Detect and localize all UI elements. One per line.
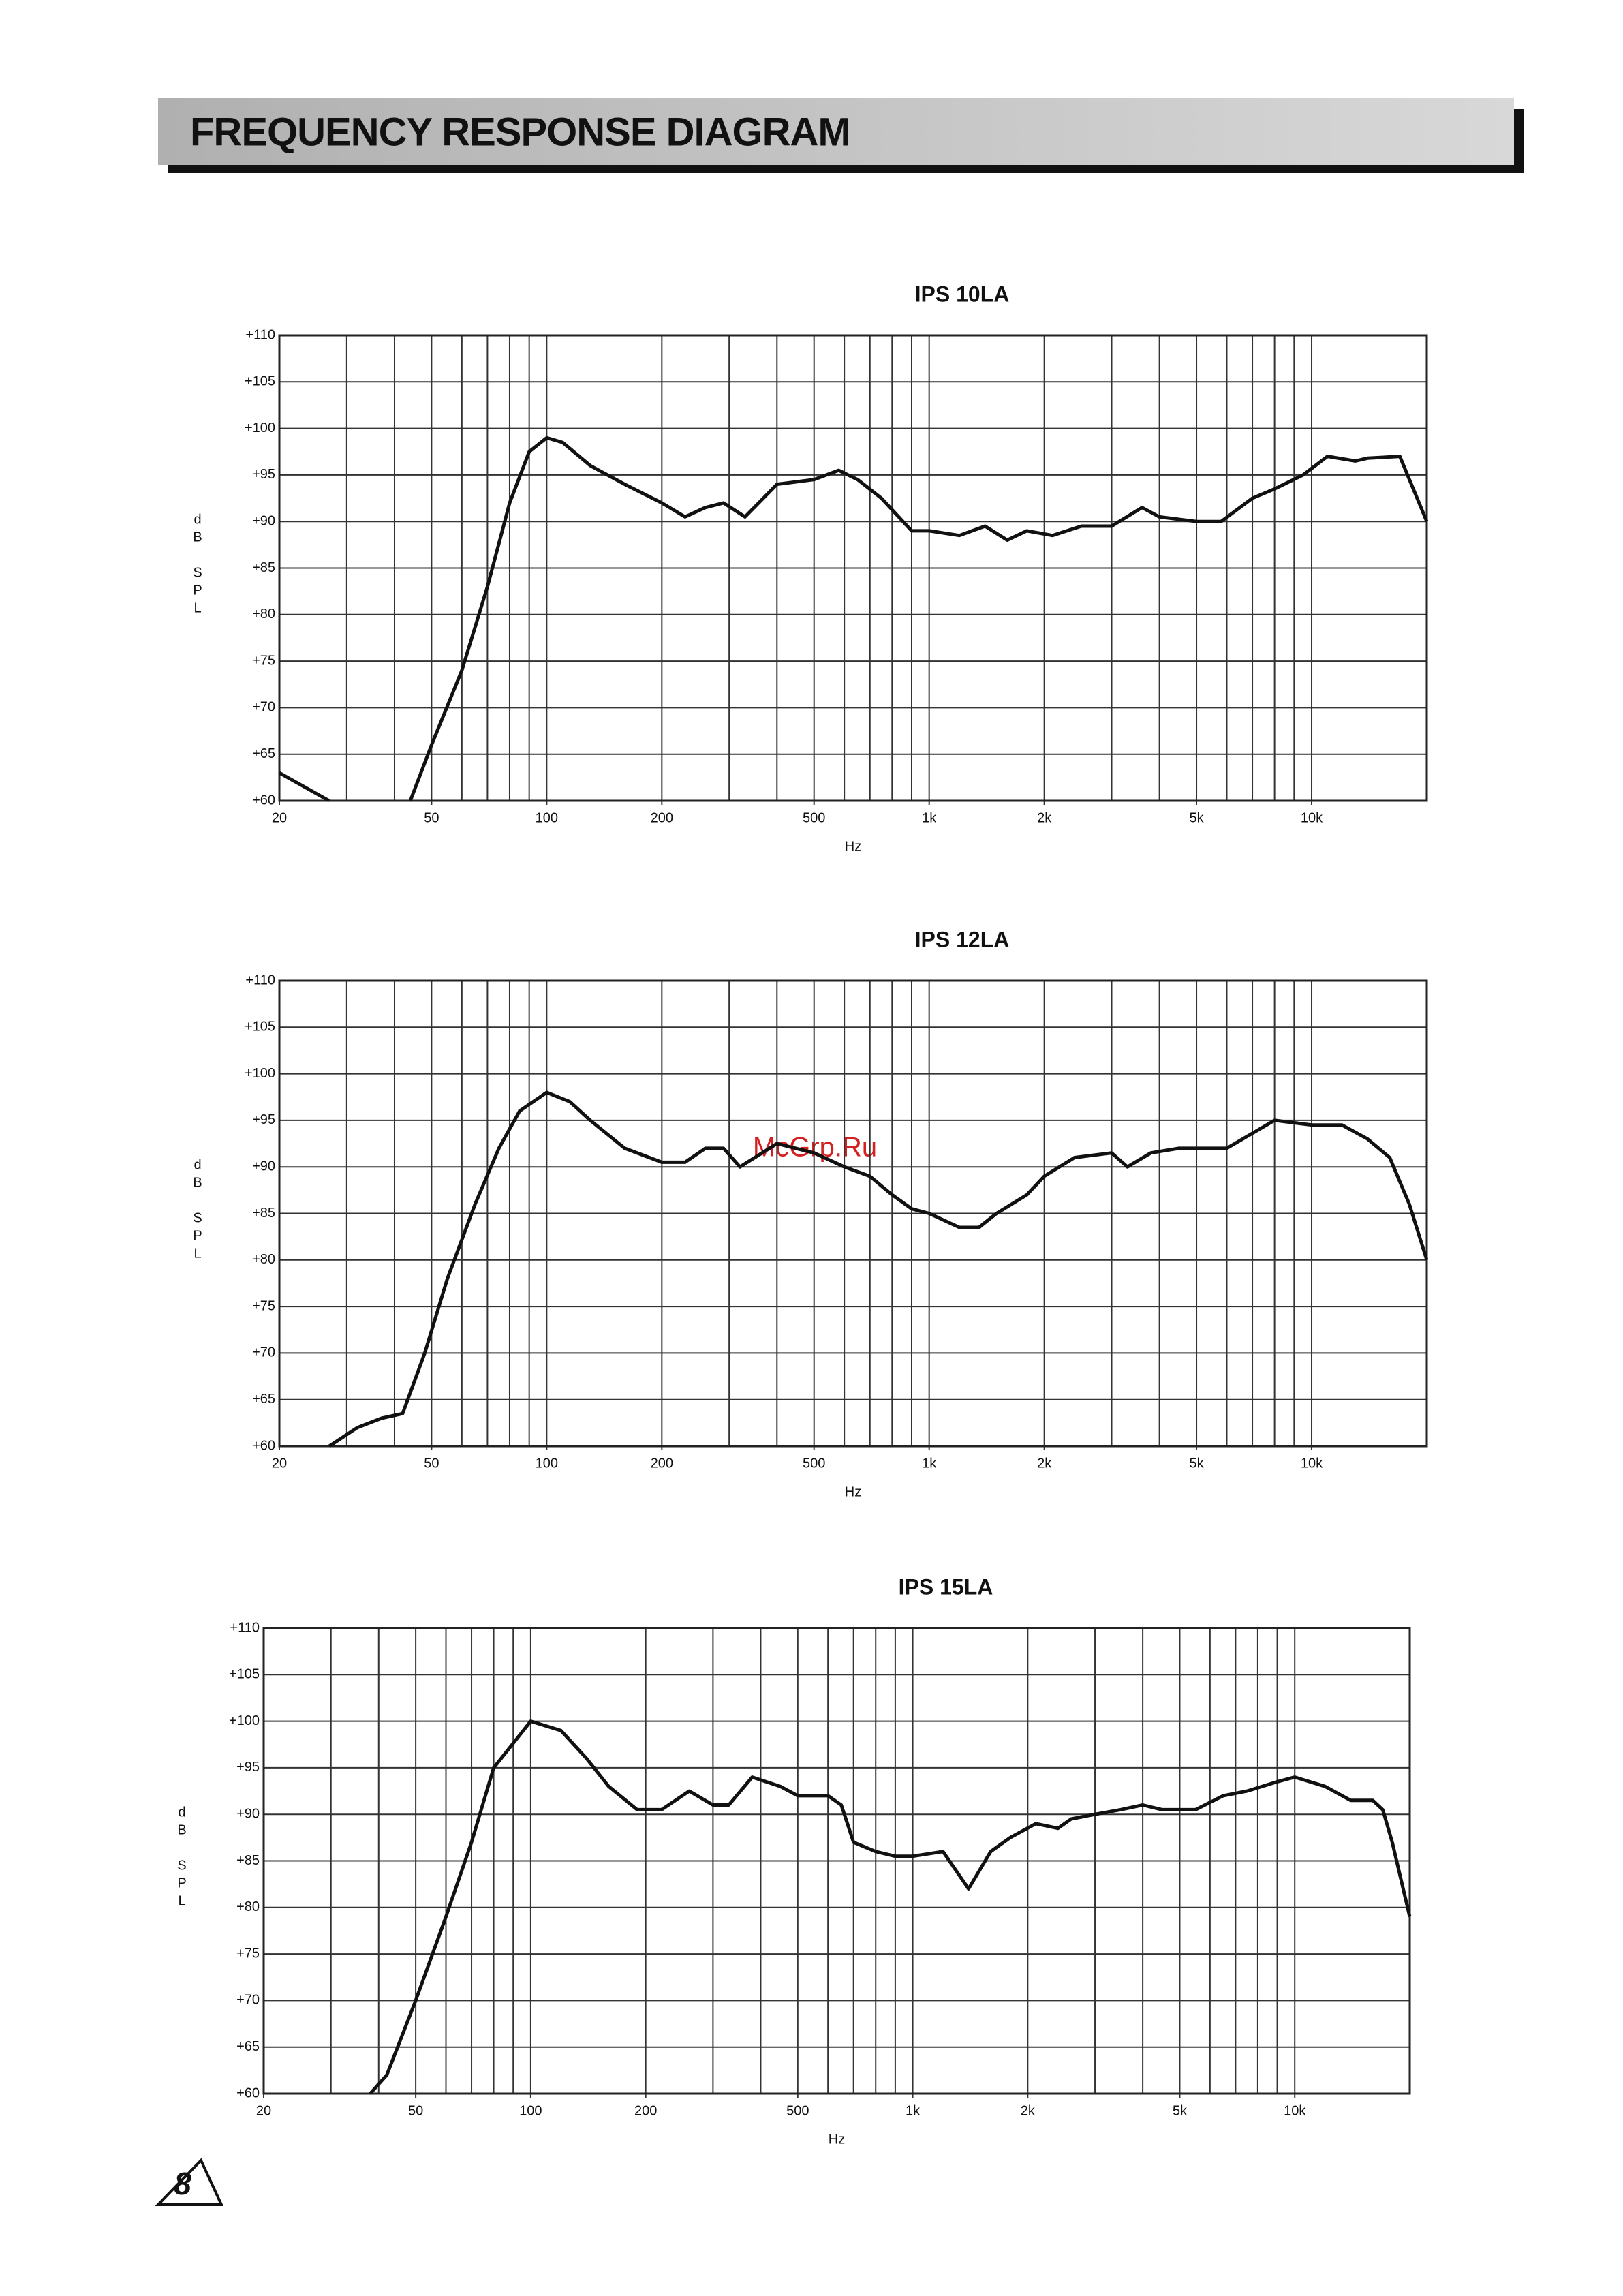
- x-tick-label: 500: [803, 810, 825, 825]
- y-axis-label: dB SPL: [174, 1805, 189, 1912]
- y-tick-label: +105: [245, 374, 275, 389]
- plot-frame: [278, 979, 1428, 1448]
- x-tick-label: 200: [651, 1456, 673, 1471]
- y-tick-label: +110: [230, 1620, 260, 1635]
- x-tick-label: 10k: [1301, 810, 1323, 825]
- y-tick-label: +95: [236, 1760, 260, 1775]
- y-tick-label: +80: [236, 1899, 260, 1914]
- x-tick-label: 5k: [1173, 2103, 1188, 2118]
- x-tick-label: 2k: [1021, 2103, 1036, 2118]
- plot-frame: [262, 1627, 1411, 2095]
- x-tick-label: 2k: [1037, 1456, 1052, 1471]
- y-tick-label: +85: [252, 560, 275, 575]
- x-tick-label: 5k: [1189, 1456, 1204, 1471]
- y-tick-label: +75: [252, 653, 275, 668]
- x-tick-label: 50: [408, 2103, 423, 2118]
- x-tick-label: 1k: [922, 1456, 937, 1471]
- y-tick-label: +100: [229, 1713, 260, 1728]
- x-tick-label: 1k: [922, 810, 937, 825]
- y-tick-label: +65: [252, 1392, 275, 1407]
- y-axis-label: dB SPL: [190, 1158, 205, 1264]
- y-tick-label: +110: [245, 327, 275, 342]
- x-tick-label: 20: [272, 1456, 287, 1471]
- y-tick-label: +90: [252, 1159, 275, 1174]
- y-tick-label: +65: [236, 2039, 260, 2054]
- y-tick-label: +80: [252, 607, 275, 622]
- y-tick-label: +85: [252, 1206, 275, 1221]
- y-tick-label: +90: [236, 1806, 260, 1821]
- response-line: [328, 1090, 1429, 1448]
- header-bar: [158, 98, 1514, 165]
- y-tick-label: +75: [252, 1298, 275, 1313]
- x-axis-label: Hz: [845, 1484, 861, 1499]
- response-line: [369, 1719, 1412, 2095]
- x-tick-label: 100: [536, 810, 558, 825]
- y-axis-label: dB SPL: [190, 512, 205, 619]
- page-number: 8: [174, 2166, 191, 2201]
- x-tick-label: 100: [536, 1456, 558, 1471]
- x-tick-label: 1k: [906, 2103, 921, 2118]
- y-tick-label: +100: [245, 420, 275, 435]
- plot-frame: [278, 334, 1428, 802]
- x-tick-label: 500: [786, 2103, 809, 2118]
- y-tick-label: +70: [236, 1993, 260, 2008]
- y-tick-label: +60: [252, 1438, 275, 1453]
- page-number-badge: [155, 2158, 224, 2206]
- y-tick-label: +105: [245, 1020, 275, 1035]
- x-axis-label: Hz: [829, 2132, 845, 2147]
- y-tick-label: +105: [229, 1667, 260, 1682]
- y-tick-label: +65: [252, 746, 275, 761]
- x-tick-label: 50: [424, 810, 439, 825]
- x-axis-label: Hz: [845, 839, 861, 854]
- header-title: FREQUENCY RESPONSE DIAGRAM: [190, 110, 850, 154]
- y-tick-label: +60: [252, 793, 275, 808]
- y-tick-label: +100: [245, 1066, 275, 1081]
- x-tick-label: 200: [651, 810, 673, 825]
- y-tick-label: +80: [252, 1252, 275, 1267]
- x-tick-label: 10k: [1301, 1456, 1323, 1471]
- chart-title: IPS 12LA: [915, 927, 1010, 951]
- x-tick-label: 100: [519, 2103, 542, 2118]
- x-tick-label: 50: [424, 1456, 439, 1471]
- y-tick-label: +75: [236, 1946, 260, 1961]
- y-tick-label: +95: [252, 467, 275, 482]
- x-tick-label: 200: [634, 2103, 657, 2118]
- y-tick-label: +60: [236, 2085, 260, 2100]
- chart-title: IPS 10LA: [915, 281, 1010, 306]
- x-tick-label: 2k: [1037, 810, 1052, 825]
- x-tick-label: 5k: [1189, 810, 1204, 825]
- x-tick-label: 500: [803, 1456, 825, 1471]
- y-tick-label: +95: [252, 1112, 275, 1127]
- y-tick-label: +70: [252, 1345, 275, 1360]
- chart-title: IPS 15LA: [899, 1574, 993, 1599]
- response-line: [278, 435, 1429, 803]
- y-tick-label: +70: [252, 700, 275, 715]
- x-tick-label: 20: [256, 2103, 271, 2118]
- y-tick-label: +85: [236, 1853, 260, 1868]
- y-tick-label: +110: [245, 973, 275, 988]
- x-tick-label: 20: [272, 810, 287, 825]
- y-tick-label: +90: [252, 513, 275, 528]
- x-tick-label: 10k: [1284, 2103, 1306, 2118]
